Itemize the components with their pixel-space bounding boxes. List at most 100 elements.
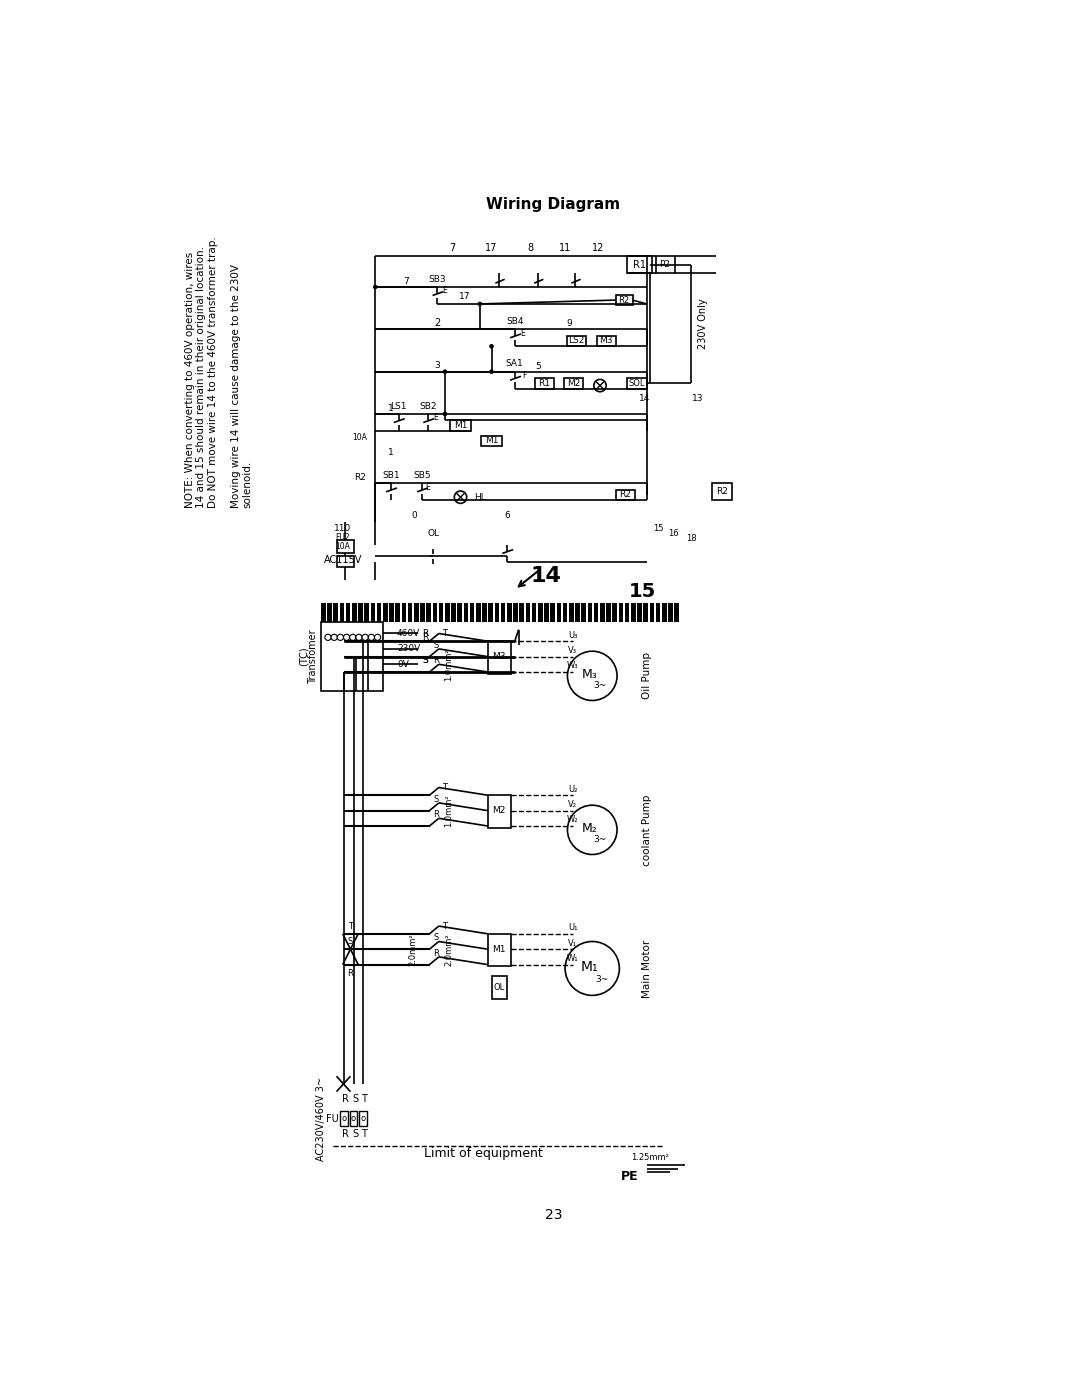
Circle shape (477, 302, 482, 306)
Text: E: E (433, 414, 438, 422)
Text: 8: 8 (527, 243, 534, 253)
Text: T: T (443, 629, 447, 638)
Circle shape (343, 634, 350, 640)
Polygon shape (606, 602, 611, 622)
Text: 230V: 230V (397, 644, 420, 654)
Text: AC115V: AC115V (324, 556, 362, 566)
Polygon shape (581, 602, 586, 622)
Circle shape (455, 490, 467, 503)
Circle shape (325, 634, 332, 640)
Text: W₁: W₁ (567, 954, 579, 963)
Polygon shape (470, 602, 474, 622)
Text: S: S (352, 1129, 359, 1139)
Text: T: T (348, 922, 353, 930)
Polygon shape (458, 602, 462, 622)
Text: M3: M3 (599, 337, 613, 345)
Bar (565, 377, 583, 388)
Text: S: S (348, 937, 353, 946)
Text: 16: 16 (669, 529, 679, 538)
Text: R2: R2 (354, 474, 366, 482)
Polygon shape (402, 602, 406, 622)
Polygon shape (519, 602, 524, 622)
Circle shape (368, 634, 375, 640)
Polygon shape (625, 602, 630, 622)
Text: T: T (443, 782, 447, 792)
Polygon shape (600, 602, 605, 622)
Polygon shape (420, 602, 424, 622)
Text: U₁: U₁ (568, 923, 578, 932)
Text: 14: 14 (530, 566, 562, 585)
Text: T: T (362, 1094, 367, 1105)
Text: M₃: M₃ (581, 668, 597, 680)
Text: 1.0mm²: 1.0mm² (444, 795, 454, 827)
Text: Wiring Diagram: Wiring Diagram (486, 197, 621, 212)
Text: 1: 1 (388, 448, 393, 457)
Bar (449, 420, 471, 432)
Polygon shape (359, 602, 363, 622)
Polygon shape (414, 602, 419, 622)
Text: 15: 15 (629, 581, 657, 601)
Circle shape (489, 344, 494, 349)
Polygon shape (476, 602, 481, 622)
Text: T: T (362, 1129, 367, 1139)
Text: M1: M1 (454, 420, 468, 430)
Polygon shape (364, 602, 369, 622)
Polygon shape (495, 602, 499, 622)
Text: 5: 5 (535, 362, 541, 370)
Text: FU: FU (326, 1113, 339, 1123)
Circle shape (443, 412, 447, 416)
Bar (535, 377, 554, 388)
Polygon shape (395, 602, 400, 622)
Text: FU2: FU2 (336, 532, 350, 542)
Text: R: R (433, 949, 438, 957)
Text: Transfomer: Transfomer (308, 629, 319, 685)
Text: 18: 18 (686, 534, 697, 543)
Bar (488, 641, 511, 673)
Text: 460V: 460V (397, 629, 420, 638)
Polygon shape (327, 602, 332, 622)
Polygon shape (377, 602, 381, 622)
Text: R: R (433, 657, 438, 665)
Circle shape (594, 380, 606, 391)
Text: Limit of equipment: Limit of equipment (424, 1147, 543, 1160)
Polygon shape (334, 602, 338, 622)
Polygon shape (531, 602, 537, 622)
Text: 1.25mm²: 1.25mm² (632, 1153, 670, 1161)
Polygon shape (526, 602, 530, 622)
Bar (321, 622, 383, 692)
Text: Main Motor: Main Motor (642, 939, 651, 997)
Polygon shape (370, 602, 375, 622)
Circle shape (356, 634, 362, 640)
Bar (481, 436, 502, 447)
Text: R1: R1 (633, 260, 646, 270)
Text: W₂: W₂ (567, 816, 579, 824)
Text: 3~: 3~ (593, 680, 607, 690)
Polygon shape (588, 602, 592, 622)
Polygon shape (576, 602, 580, 622)
Text: M3: M3 (492, 652, 507, 661)
Text: AC230V/460V 3~: AC230V/460V 3~ (316, 1077, 326, 1161)
Text: T: T (443, 922, 447, 930)
Text: 2: 2 (434, 319, 441, 328)
Text: R2: R2 (716, 488, 728, 496)
Polygon shape (427, 602, 431, 622)
Text: LS2: LS2 (568, 337, 585, 345)
Bar (337, 556, 353, 567)
Bar (359, 1111, 367, 1126)
Polygon shape (488, 602, 494, 622)
Circle shape (443, 369, 447, 374)
Polygon shape (637, 602, 642, 622)
Text: M2: M2 (567, 379, 580, 388)
Polygon shape (594, 602, 598, 622)
Text: E: E (521, 328, 525, 338)
Text: SB3: SB3 (429, 275, 446, 284)
Polygon shape (538, 602, 542, 622)
Text: R: R (342, 1094, 349, 1105)
Polygon shape (619, 602, 623, 622)
Text: 13: 13 (692, 394, 703, 404)
Polygon shape (438, 602, 444, 622)
Text: SOL: SOL (629, 379, 645, 388)
Polygon shape (507, 602, 512, 622)
Bar (488, 795, 511, 827)
Polygon shape (321, 602, 326, 622)
